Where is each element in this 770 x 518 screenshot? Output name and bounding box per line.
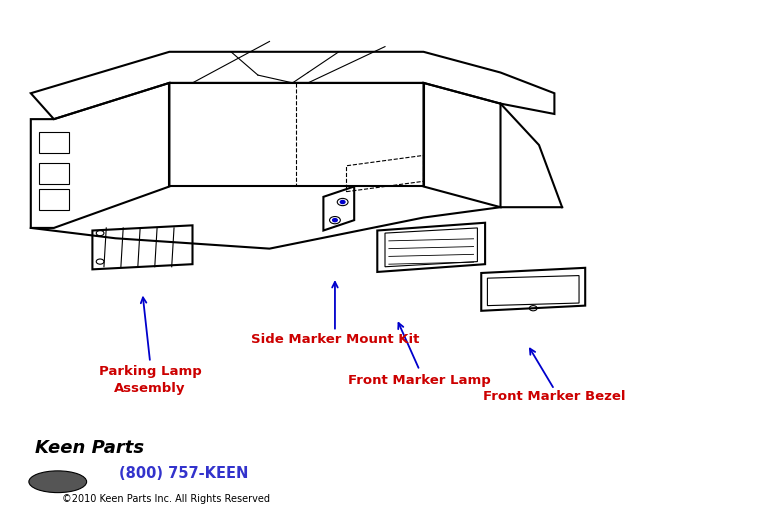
Text: Parking Lamp
Assembly: Parking Lamp Assembly (99, 365, 202, 395)
Text: Keen Parts: Keen Parts (35, 439, 144, 457)
Text: Front Marker Bezel: Front Marker Bezel (483, 390, 626, 402)
Text: Front Marker Lamp: Front Marker Lamp (348, 374, 491, 387)
Text: ©2010 Keen Parts Inc. All Rights Reserved: ©2010 Keen Parts Inc. All Rights Reserve… (62, 494, 270, 504)
Text: Side Marker Mount Kit: Side Marker Mount Kit (251, 333, 419, 346)
Text: (800) 757-KEEN: (800) 757-KEEN (119, 467, 249, 481)
Circle shape (340, 200, 345, 204)
Circle shape (333, 219, 337, 222)
Ellipse shape (29, 471, 86, 493)
